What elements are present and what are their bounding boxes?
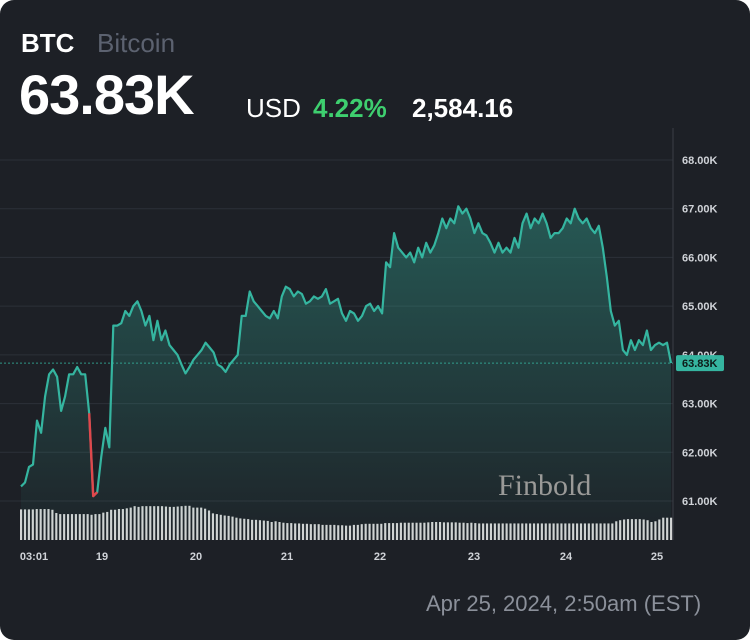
x-tick-label: 21 <box>281 551 293 563</box>
y-axis-ticks: 61.00K62.00K63.00K64.00K65.00K66.00K67.0… <box>682 155 718 508</box>
last-price-label: 63.83K <box>682 358 718 370</box>
y-tick-label: 65.00K <box>682 301 718 313</box>
x-tick-label: 20 <box>190 551 202 563</box>
asset-name: Bitcoin <box>97 28 176 58</box>
ticker-symbol: BTC <box>21 28 75 58</box>
current-price: 63.83K <box>19 63 195 126</box>
x-tick-label: 19 <box>96 551 108 563</box>
y-tick-label: 67.00K <box>682 204 718 216</box>
volume-bar <box>670 517 673 540</box>
last-price-tag: 63.83K <box>676 355 724 372</box>
price-chart: 61.00K62.00K63.00K64.00K65.00K66.00K67.0… <box>0 128 724 563</box>
currency-label: USD <box>246 93 301 123</box>
x-tick-label: 22 <box>374 551 386 563</box>
x-tick-label: 24 <box>560 551 573 563</box>
y-tick-label: 68.00K <box>682 155 718 167</box>
x-axis-ticks: 03:01 19 20 21 22 23 24 25 <box>20 551 663 563</box>
x-tick-label: 03:01 <box>20 551 48 563</box>
change-percent: 4.22% <box>313 93 387 123</box>
price-dip-segment <box>88 413 99 498</box>
change-absolute: 2,584.16 <box>412 93 514 123</box>
y-tick-label: 63.00K <box>682 399 718 411</box>
y-tick-label: 61.00K <box>682 496 718 508</box>
x-tick-label: 25 <box>651 551 663 563</box>
price-line <box>20 205 673 498</box>
x-tick-label: 23 <box>468 551 480 563</box>
price-area-fill <box>21 206 671 541</box>
timestamp: Apr 25, 2024, 2:50am (EST) <box>426 591 702 616</box>
y-tick-label: 62.00K <box>682 447 718 459</box>
finbold-watermark: Finbold <box>498 469 591 502</box>
y-tick-label: 66.00K <box>682 252 718 264</box>
